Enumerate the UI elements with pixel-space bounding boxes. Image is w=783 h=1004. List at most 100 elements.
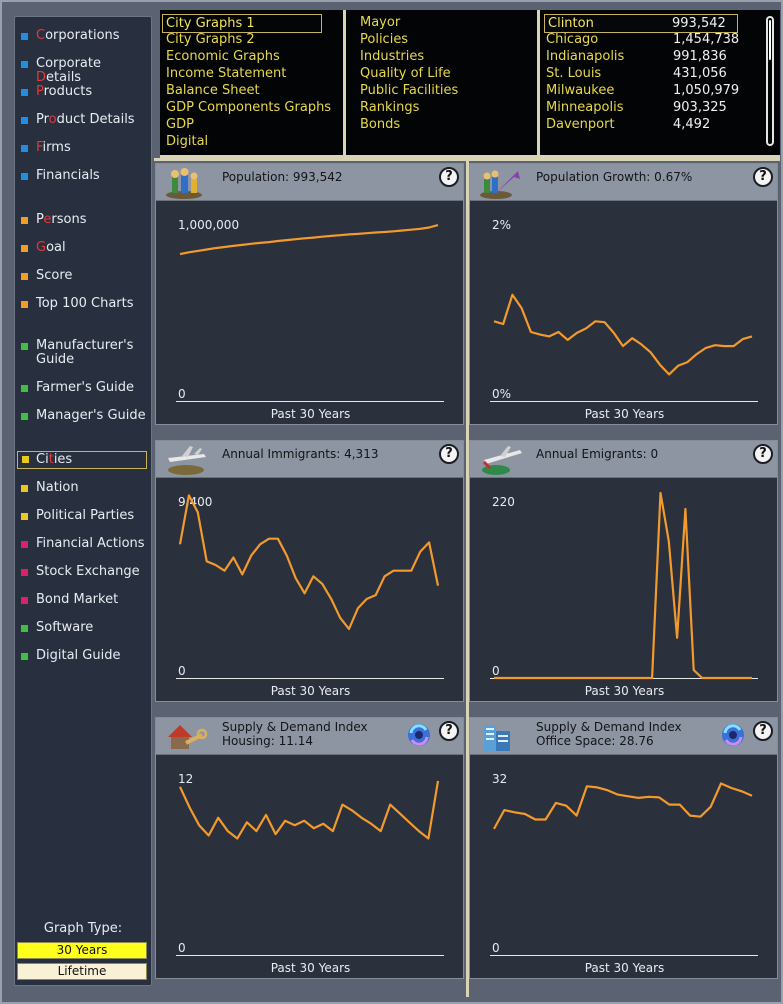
- city-population: 1,454,738: [673, 32, 740, 47]
- x-axis-label: Past 30 Years: [270, 684, 351, 698]
- graph-header: Supply & Demand Index Housing: 11.14?: [156, 718, 463, 755]
- y-axis-max-label: 2%: [492, 218, 512, 232]
- menu-item-policies[interactable]: Policies: [360, 32, 409, 47]
- y-axis-min-label: 0: [178, 664, 186, 678]
- series-line: [178, 494, 440, 631]
- city-name: Clinton: [548, 16, 594, 31]
- sidebar-item-label: Product Details: [36, 112, 135, 127]
- bullet-icon: [21, 385, 28, 392]
- refresh-icon[interactable]: [405, 721, 433, 749]
- sidebar-item-label: Nation: [36, 480, 79, 495]
- city-list-scrollbar[interactable]: [766, 16, 774, 146]
- y-axis-min-label: 0: [178, 387, 186, 401]
- bullet-icon: [21, 273, 28, 280]
- menu-item-gdp[interactable]: GDP: [166, 117, 194, 132]
- bullet-icon: [21, 301, 28, 308]
- sidebar-item-cities[interactable]: Cities: [17, 451, 147, 469]
- graph-panel: Supply & Demand Index Office Space: 28.76…: [469, 717, 778, 979]
- city-row[interactable]: Clinton 993,542: [544, 14, 738, 33]
- city-info-menu: Mayor Policies Industries Quality of Life Pu…: [346, 10, 537, 158]
- sidebar-item-label: Financial Actions: [36, 536, 145, 551]
- graph-panel: Population: 993,542? 1,000,000 0 Past 30 Ye…: [155, 163, 464, 425]
- bullet-icon: [21, 485, 28, 492]
- immigrants-icon: [164, 444, 208, 476]
- city-name: St. Louis: [546, 66, 602, 81]
- menu-item-city-graphs-2[interactable]: City Graphs 2: [166, 32, 255, 47]
- city-name: Chicago: [546, 32, 599, 47]
- menu-item-gdp-components-graphs[interactable]: GDP Components Graphs: [166, 100, 332, 115]
- city-name: Davenport: [546, 117, 615, 132]
- city-row[interactable]: Minneapolis 903,325: [546, 99, 746, 116]
- graph-title-text: Population Growth: 0.67%: [536, 170, 693, 184]
- bullet-icon: [21, 33, 28, 40]
- city-name: Milwaukee: [546, 83, 615, 98]
- graph-type-30-years-button[interactable]: 30 Years: [17, 942, 147, 959]
- menu-item-economic-graphs[interactable]: Economic Graphs: [166, 49, 280, 64]
- help-icon[interactable]: ?: [753, 721, 773, 741]
- graph-type-lifetime-button[interactable]: Lifetime: [17, 963, 147, 980]
- graph-title: Supply & Demand Index Housing: 11.14: [222, 720, 368, 748]
- population-growth-icon: [478, 167, 522, 199]
- menu-divider: [343, 10, 346, 158]
- menu-item-city-graphs-1[interactable]: City Graphs 1: [162, 14, 322, 33]
- refresh-icon[interactable]: [719, 721, 747, 749]
- sidebar-item-label: Corporate Details: [36, 56, 101, 85]
- city-row[interactable]: Davenport 4,492: [546, 116, 746, 133]
- y-axis-min-label: 0: [492, 664, 500, 678]
- menu-item-quality-of-life[interactable]: Quality of Life: [360, 66, 451, 81]
- sidebar-item-label: Financials: [36, 168, 100, 183]
- graph-panel: Population Growth: 0.67%? 2% 0% Past 30 Yea…: [469, 163, 778, 425]
- menu-item-balance-sheet[interactable]: Balance Sheet: [166, 83, 260, 98]
- bullet-icon: [21, 569, 28, 576]
- menu-item-bonds[interactable]: Bonds: [360, 117, 401, 132]
- scrollbar-thumb[interactable]: [769, 20, 771, 60]
- graph-title-text: Supply & Demand Index: [536, 720, 682, 734]
- help-icon[interactable]: ?: [753, 444, 773, 464]
- city-row[interactable]: Indianapolis 991,836: [546, 48, 746, 65]
- series-line: [179, 780, 440, 840]
- menu-item-income-statement[interactable]: Income Statement: [166, 66, 287, 81]
- city-row[interactable]: Milwaukee 1,050,979: [546, 82, 746, 99]
- series-line: [179, 224, 439, 256]
- housing-icon: [164, 721, 208, 753]
- menu-item-industries[interactable]: Industries: [360, 49, 425, 64]
- city-name: Minneapolis: [546, 100, 624, 115]
- menu-item-public-facilities[interactable]: Public Facilities: [360, 83, 459, 98]
- graph-line-chart: [179, 224, 439, 256]
- city-population: 991,836: [673, 49, 727, 64]
- sidebar-item-label: Products: [36, 84, 93, 99]
- x-axis-line: [490, 401, 758, 402]
- graph-type-title: Graph Type:: [43, 921, 123, 936]
- bullet-icon: [21, 61, 28, 68]
- bullet-icon: [21, 145, 28, 152]
- help-icon[interactable]: ?: [753, 167, 773, 187]
- city-population: 4,492: [673, 117, 711, 132]
- series-line: [494, 491, 752, 680]
- y-axis-max-label: 12: [178, 772, 194, 786]
- menu-item-digital[interactable]: Digital: [166, 134, 209, 149]
- bullet-icon: [21, 173, 28, 180]
- bullet-icon: [21, 541, 28, 548]
- help-icon[interactable]: ?: [439, 444, 459, 464]
- graph-subtitle: Housing: 11.14: [222, 734, 313, 748]
- x-axis-line: [490, 955, 758, 956]
- help-icon[interactable]: ?: [439, 167, 459, 187]
- graph-line-chart: [178, 494, 440, 631]
- help-icon[interactable]: ?: [439, 721, 459, 741]
- menu-item-rankings[interactable]: Rankings: [360, 100, 420, 115]
- bullet-icon: [21, 343, 28, 350]
- menu-item-mayor[interactable]: Mayor: [360, 15, 401, 30]
- graph-panel: Annual Emigrants: 0? 220 0 Past 30 Years: [469, 440, 778, 702]
- graph-line-chart: [493, 782, 753, 830]
- city-population: 1,050,979: [673, 83, 740, 98]
- city-row[interactable]: St. Louis 431,056: [546, 65, 746, 82]
- divider: [466, 159, 469, 997]
- graph-title: Annual Emigrants: 0: [536, 447, 658, 461]
- population-icon: [164, 167, 208, 199]
- sidebar-item-label: Persons: [36, 212, 87, 227]
- sidebar: Graph Type: 30 Years Lifetime Corporatio…: [14, 16, 152, 986]
- bullet-icon: [21, 117, 28, 124]
- city-population: 903,325: [673, 100, 727, 115]
- graph-subtitle: Office Space: 28.76: [536, 734, 654, 748]
- city-row[interactable]: Chicago 1,454,738: [546, 31, 746, 48]
